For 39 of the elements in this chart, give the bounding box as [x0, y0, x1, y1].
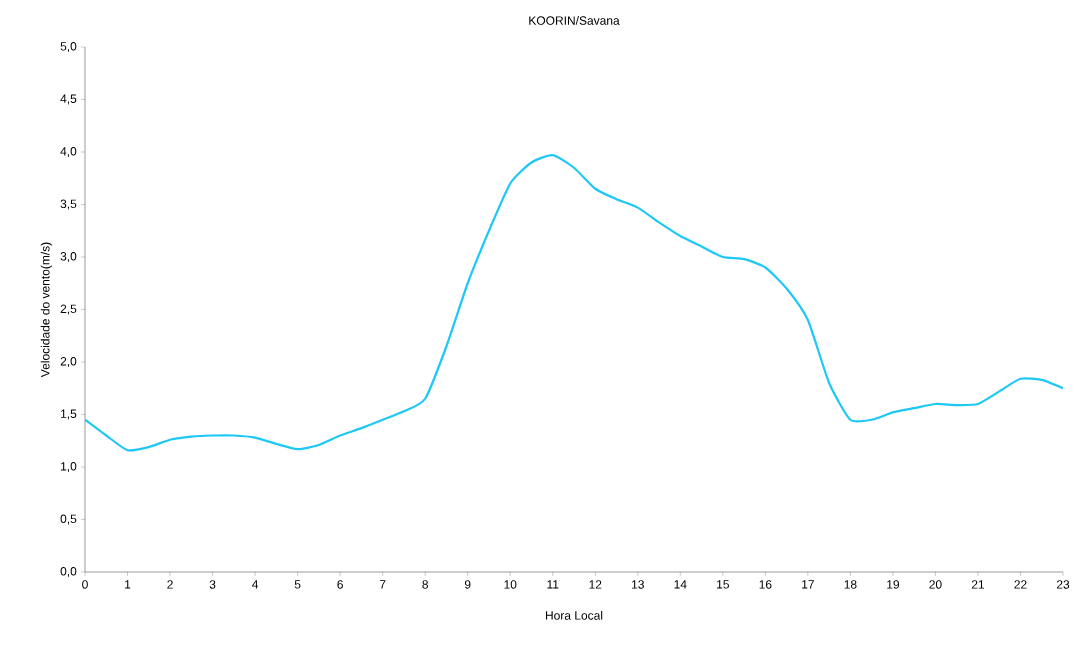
x-tick-label: 6: [337, 580, 343, 589]
chart-title: KOORIN/Savana: [529, 16, 620, 25]
y-tick-label: 1,0: [61, 462, 77, 472]
x-tick-label: 19: [887, 580, 900, 589]
y-tick-label: 4,5: [60, 94, 77, 105]
x-tick-label: 23: [1056, 580, 1070, 589]
x-tick-label: 13: [632, 580, 644, 589]
x-axis-title: Hora Local: [545, 610, 603, 620]
x-tick-label: 14: [674, 580, 687, 589]
x-tick-label: 15: [717, 580, 729, 589]
y-tick-label: 3,0: [60, 252, 77, 262]
x-tick-label: 16: [759, 580, 772, 589]
x-tick-label: 5: [294, 580, 301, 589]
y-tick-label: 2,0: [60, 357, 77, 367]
x-tick-label: 12: [589, 580, 602, 589]
x-tick-label: 9: [464, 580, 471, 589]
x-tick-label: 17: [802, 580, 814, 589]
x-tick-label: 4: [252, 580, 259, 589]
y-tick-label: 0,5: [60, 514, 77, 525]
x-tick-label: 18: [844, 580, 857, 589]
line-series: [85, 154, 1064, 452]
x-tick-label: 2: [167, 580, 173, 589]
y-tick-label: 3,5: [60, 199, 77, 210]
x-tick-label: 7: [379, 580, 386, 589]
x-tick-label: 0: [82, 580, 88, 589]
x-tick-label: 22: [1014, 580, 1027, 589]
x-tick-label: 11: [547, 580, 559, 589]
y-tick-label: 0,0: [60, 567, 77, 577]
x-tick-label: 1: [125, 580, 131, 589]
y-tick-label: 2,5: [60, 304, 77, 315]
x-tick-label: 10: [504, 580, 517, 589]
x-tick-label: 3: [209, 580, 216, 589]
y-axis-title: Velocidade do vento(m/s): [40, 242, 52, 378]
y-tick-label: 5,0: [60, 42, 77, 52]
y-tick-label: 1,5: [61, 409, 77, 420]
x-tick-label: 20: [929, 580, 942, 589]
x-tick-label: 8: [422, 580, 428, 589]
y-tick-label: 4,0: [60, 147, 77, 157]
x-tick-label: 21: [971, 580, 985, 589]
